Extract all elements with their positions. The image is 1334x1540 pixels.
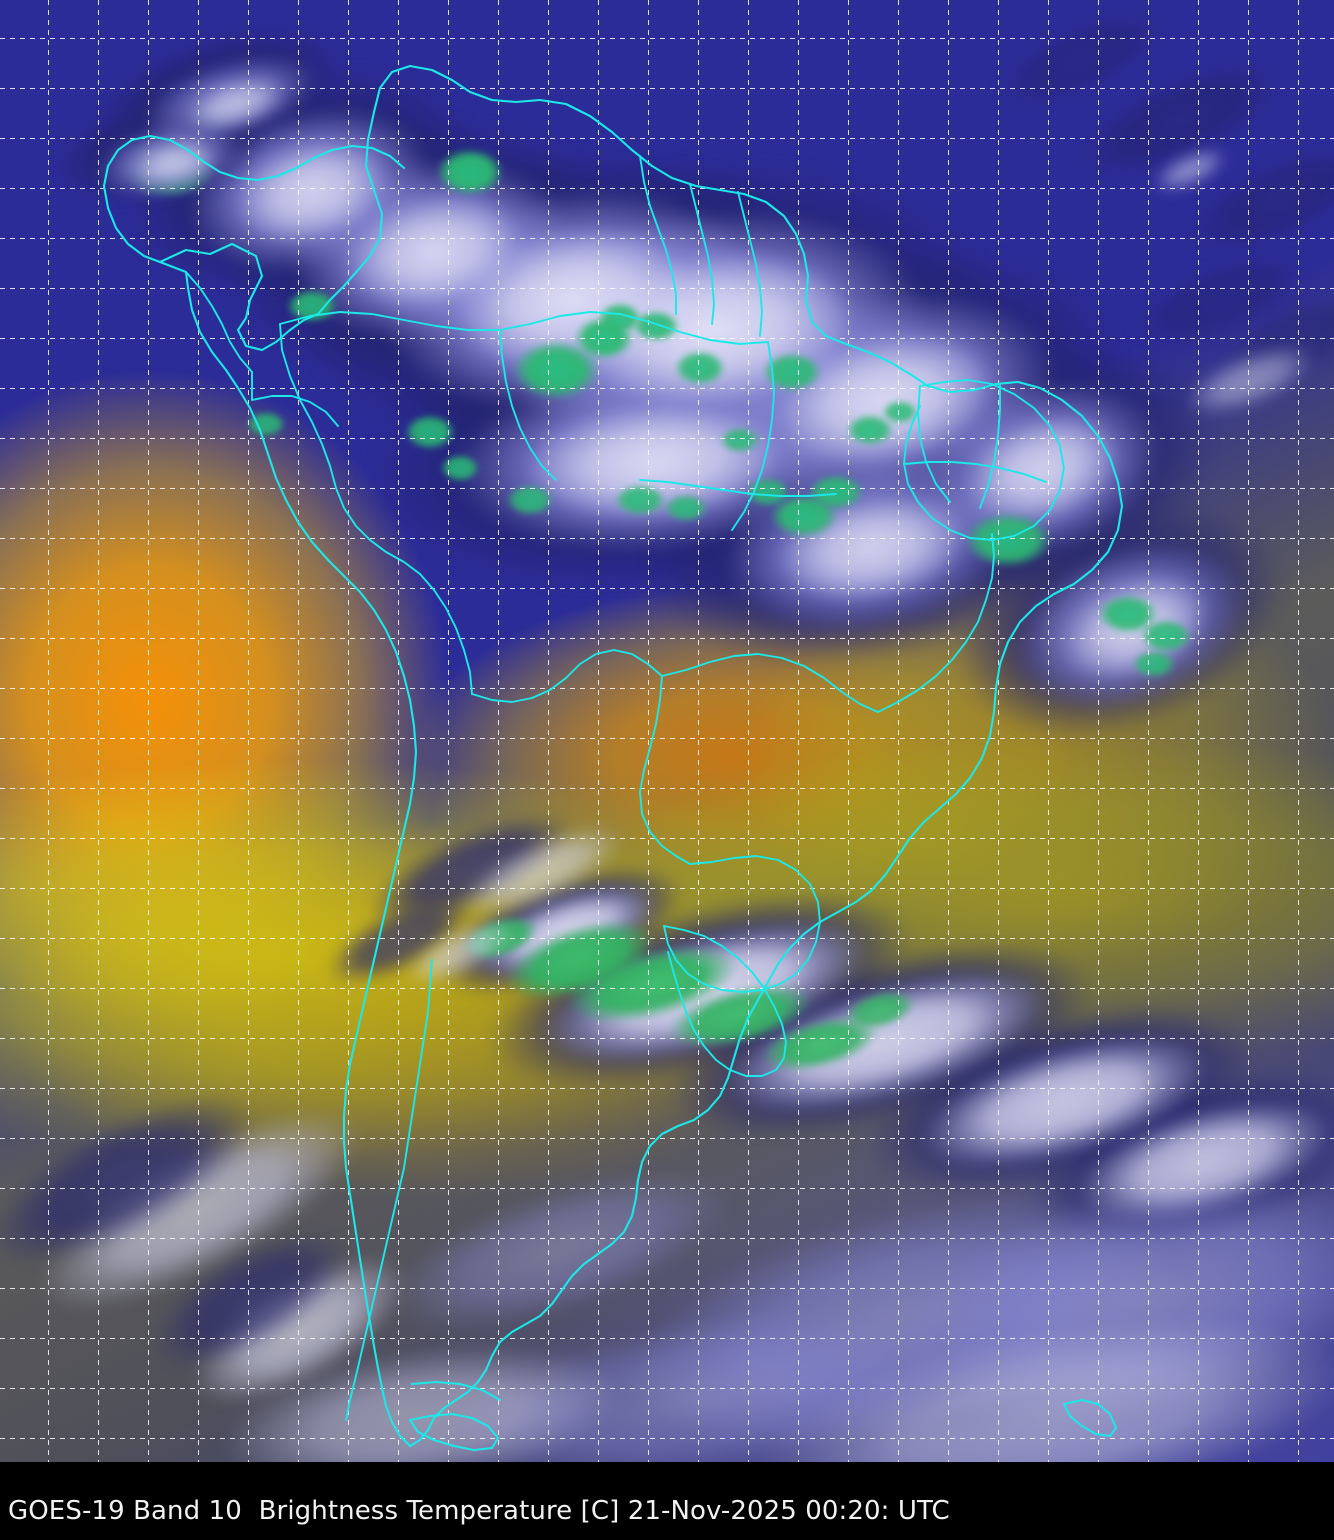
caribbean-coastline	[102, 134, 406, 264]
border-brazil-west	[279, 323, 473, 695]
south-america-coastline	[158, 64, 1124, 1448]
border-bolivia-south	[639, 675, 691, 865]
border-brazil-state-d	[877, 533, 995, 713]
cloud-region	[632, 310, 680, 342]
satellite-imagery-canvas	[0, 0, 1334, 1462]
cloud-region	[440, 454, 480, 482]
border-brazil-state-f	[639, 479, 837, 497]
cloud-region	[664, 494, 708, 522]
cloud-region	[674, 350, 726, 386]
border-peru-bolivia	[471, 649, 663, 703]
caption-bar: GOES-19 Band 10 Brightness Temperature […	[0, 1462, 1334, 1540]
border-brazil-north	[279, 311, 769, 345]
border-bolivia-brazil	[661, 653, 879, 713]
falkland-islands	[1062, 1398, 1118, 1438]
border-venezuela-colombia	[185, 271, 253, 401]
tierra-del-fuego	[408, 1412, 500, 1452]
border-uruguay	[663, 925, 787, 1077]
border-guianas-b	[689, 183, 715, 325]
cloud-region	[882, 400, 918, 424]
product-caption: GOES-19 Band 10 Brightness Temperature […	[8, 1496, 950, 1526]
border-brazil-state-g	[499, 329, 557, 481]
border-guianas-a	[639, 155, 677, 315]
border-brazil-state-e	[731, 341, 775, 531]
border-guianas-c	[737, 191, 763, 337]
cloud-region	[506, 484, 554, 516]
cloud-region	[1132, 650, 1176, 678]
cloud-region	[614, 484, 666, 516]
border-argentina-chile	[345, 959, 433, 1421]
map-vector-overlay	[102, 64, 1124, 1452]
border-ecuador	[251, 395, 339, 427]
cape-horn-channel	[410, 1380, 502, 1402]
border-brazil-state-a	[917, 385, 951, 503]
cloud-region	[404, 414, 456, 450]
cloud-region	[808, 474, 864, 510]
border-paraguay	[663, 855, 821, 993]
cloud-region	[720, 427, 760, 453]
pacific-coastline	[158, 260, 418, 1448]
border-brazil-state-c	[903, 461, 1047, 483]
border-brazil-northeast	[903, 379, 1065, 541]
border-brazil-state-b	[979, 383, 1001, 509]
